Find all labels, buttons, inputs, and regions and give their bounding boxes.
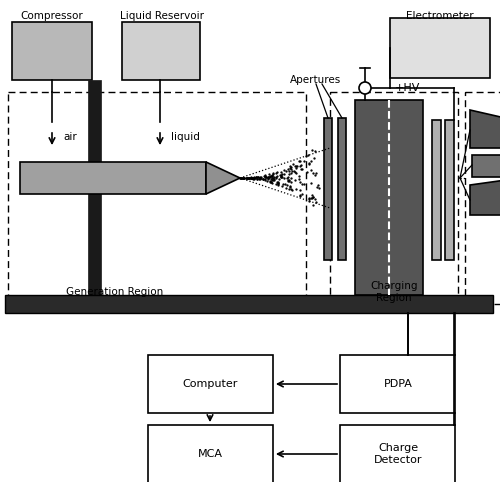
- Text: Apertures: Apertures: [290, 75, 342, 85]
- Text: Compressor: Compressor: [20, 11, 84, 21]
- Bar: [88, 80, 101, 312]
- Bar: [324, 118, 332, 260]
- Bar: [20, 162, 206, 194]
- Bar: [5, 295, 493, 313]
- Bar: [340, 355, 455, 413]
- Bar: [338, 118, 346, 260]
- Text: Computer: Computer: [182, 379, 238, 389]
- Text: Electrometer: Electrometer: [406, 11, 474, 21]
- Bar: [340, 425, 455, 482]
- Bar: [432, 120, 441, 260]
- Text: liquid: liquid: [171, 132, 200, 142]
- Text: +HV: +HV: [395, 83, 420, 93]
- Text: MCA: MCA: [198, 449, 222, 459]
- Text: Charging
Region: Charging Region: [370, 281, 418, 303]
- Bar: [12, 22, 92, 80]
- Text: air: air: [63, 132, 77, 142]
- Circle shape: [359, 82, 371, 94]
- Bar: [122, 22, 200, 80]
- Bar: [148, 425, 273, 482]
- Polygon shape: [470, 110, 500, 148]
- Bar: [8, 92, 306, 304]
- Polygon shape: [470, 180, 500, 215]
- Bar: [445, 120, 454, 260]
- Bar: [330, 92, 458, 304]
- Bar: [390, 18, 490, 78]
- Bar: [472, 155, 500, 177]
- Polygon shape: [206, 162, 240, 194]
- Text: Liquid Reservoir: Liquid Reservoir: [120, 11, 204, 21]
- Text: PDPA: PDPA: [384, 379, 412, 389]
- Bar: [148, 355, 273, 413]
- Bar: [465, 92, 500, 304]
- Text: Generation Region: Generation Region: [66, 287, 164, 297]
- Bar: [355, 100, 423, 295]
- Text: Charge
Detector: Charge Detector: [374, 443, 422, 465]
